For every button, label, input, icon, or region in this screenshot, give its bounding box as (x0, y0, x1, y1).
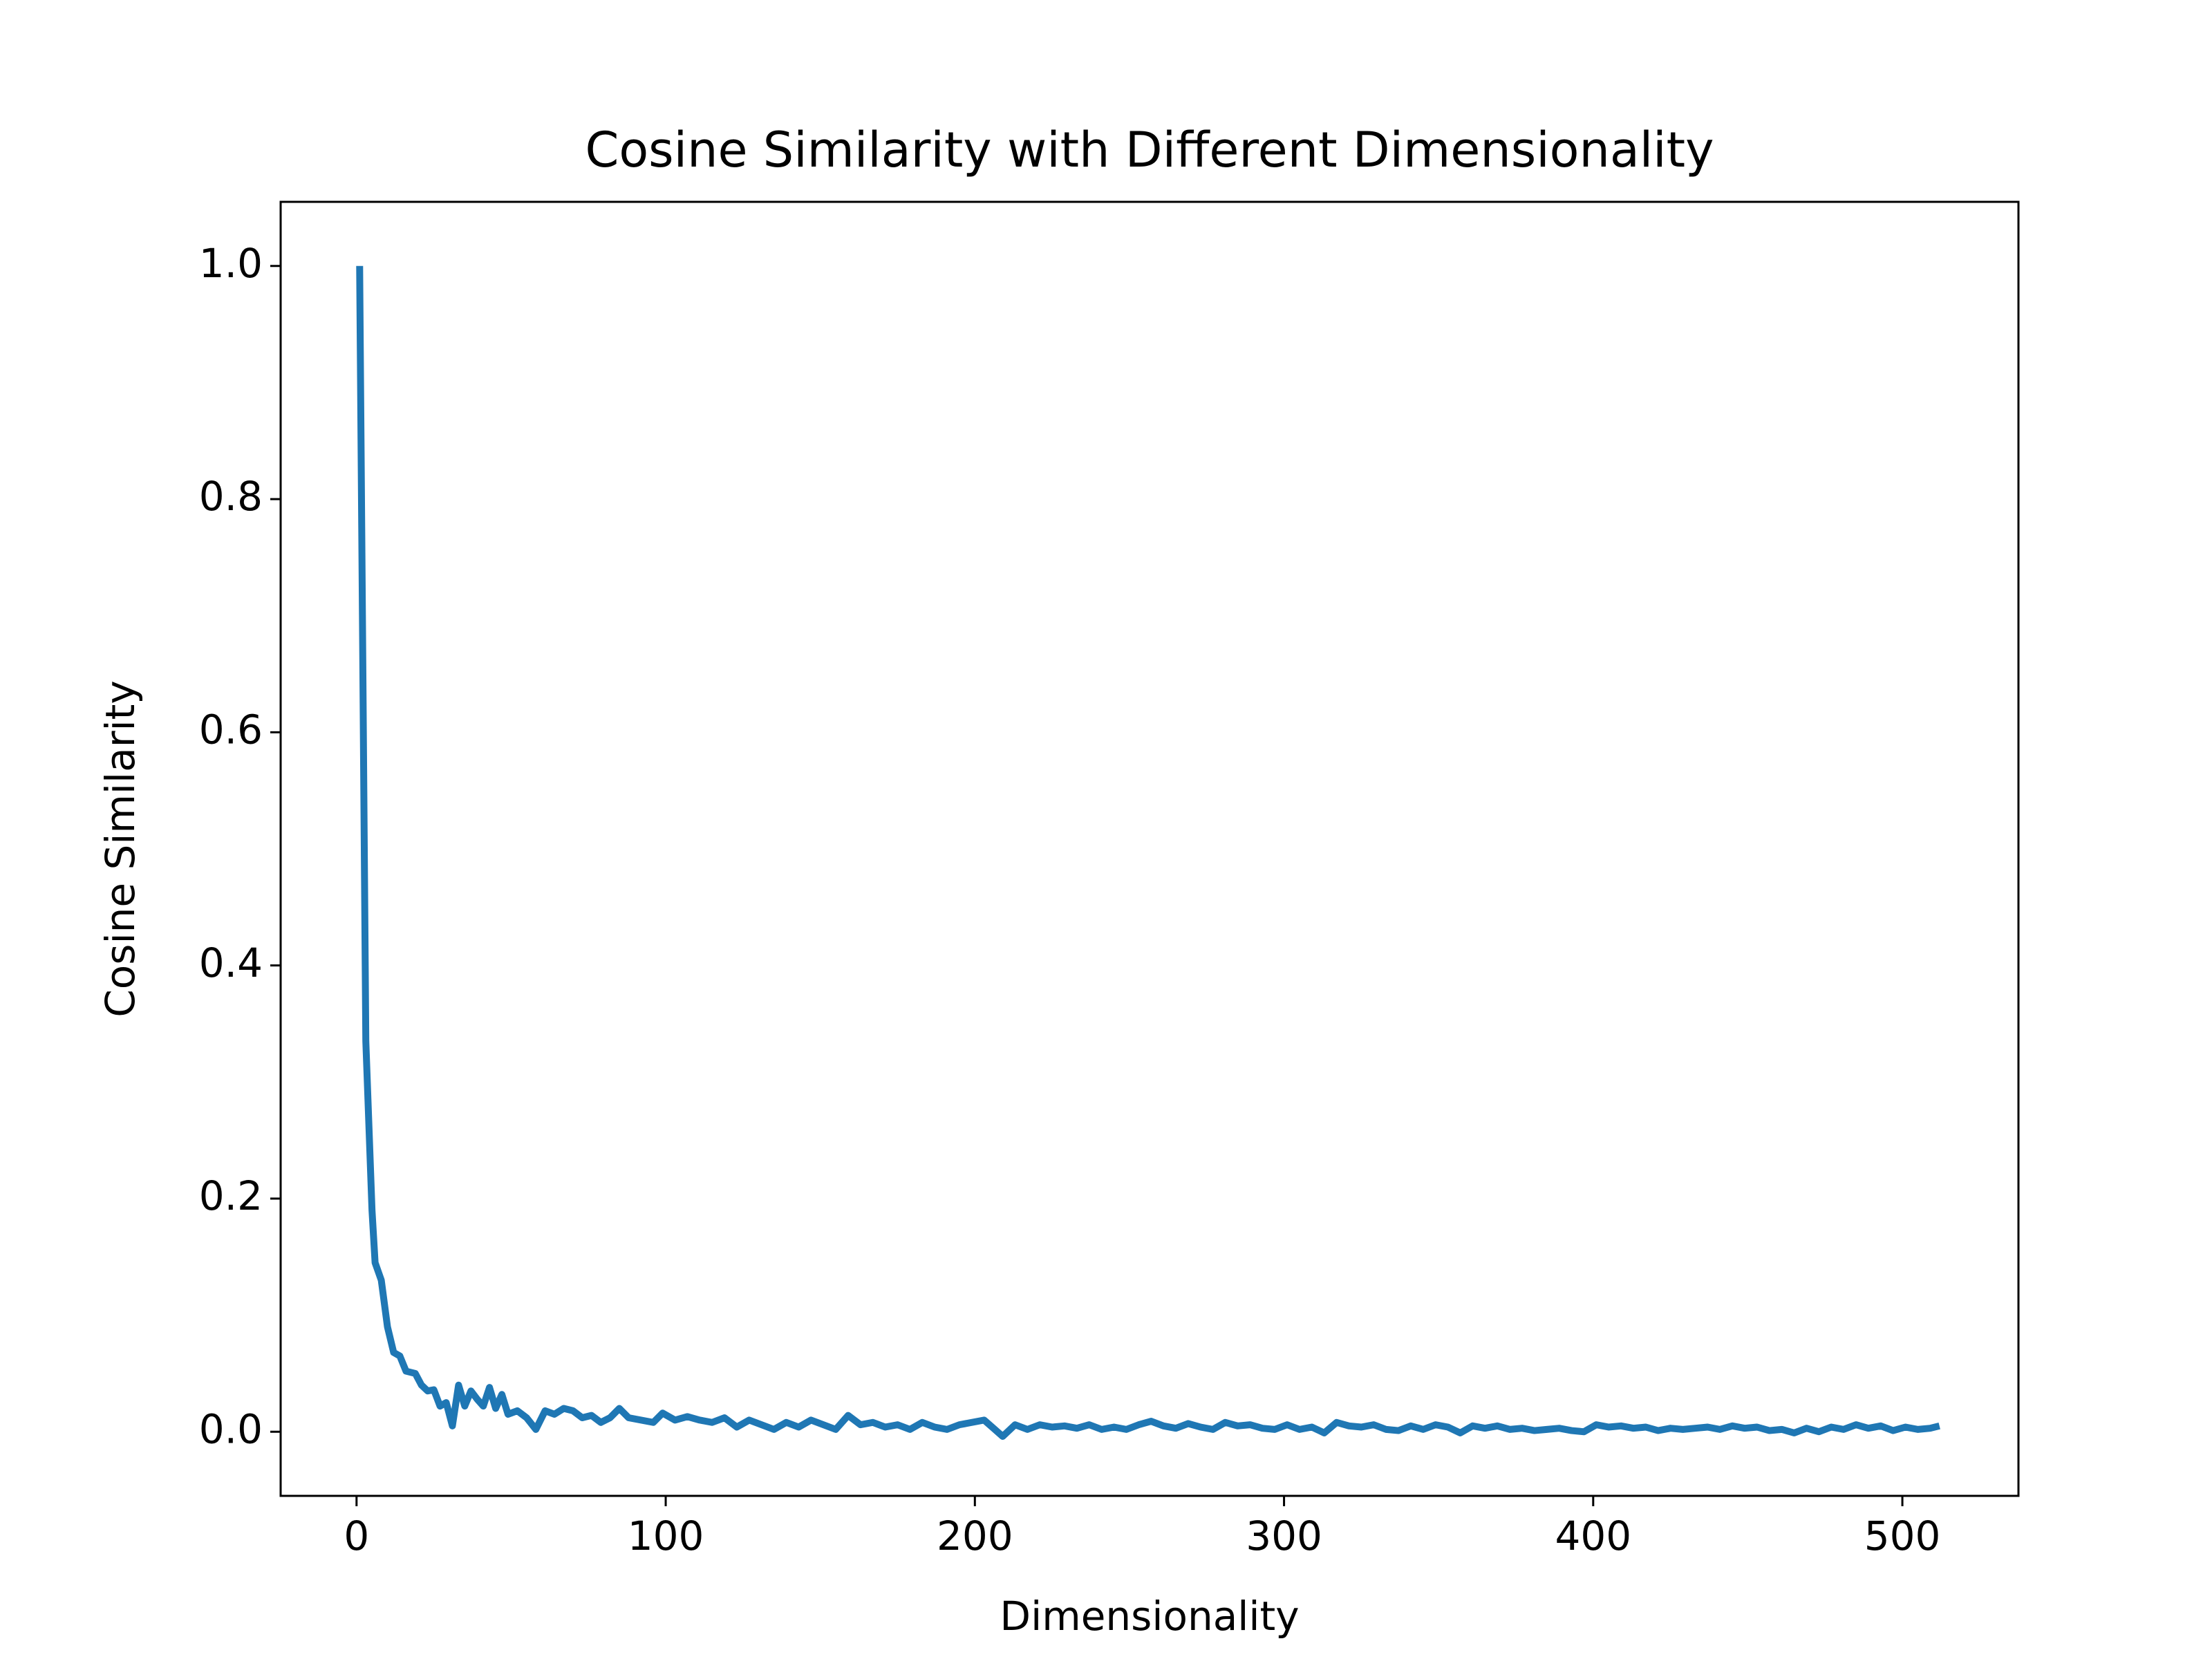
y-tick-label: 0.6 (199, 706, 263, 753)
y-tick-label: 0.2 (199, 1172, 263, 1219)
x-axis-label: Dimensionality (1000, 1593, 1299, 1640)
y-tick-label: 0.4 (199, 939, 263, 986)
x-tick-label: 400 (1555, 1512, 1631, 1559)
y-axis-label: Cosine Similarity (97, 680, 144, 1017)
y-tick-label: 1.0 (199, 240, 263, 287)
data-line (356, 265, 1940, 1440)
y-tick-label: 0.0 (199, 1405, 263, 1452)
y-tick-label: 0.8 (199, 473, 263, 520)
plot-frame (279, 200, 2020, 1497)
chart-title: Cosine Similarity with Different Dimensi… (585, 122, 1714, 178)
x-tick-label: 0 (344, 1512, 369, 1559)
x-tick-label: 500 (1864, 1512, 1941, 1559)
x-tick-label: 300 (1246, 1512, 1322, 1559)
x-tick-label: 200 (937, 1512, 1013, 1559)
x-tick-label: 100 (628, 1512, 704, 1559)
